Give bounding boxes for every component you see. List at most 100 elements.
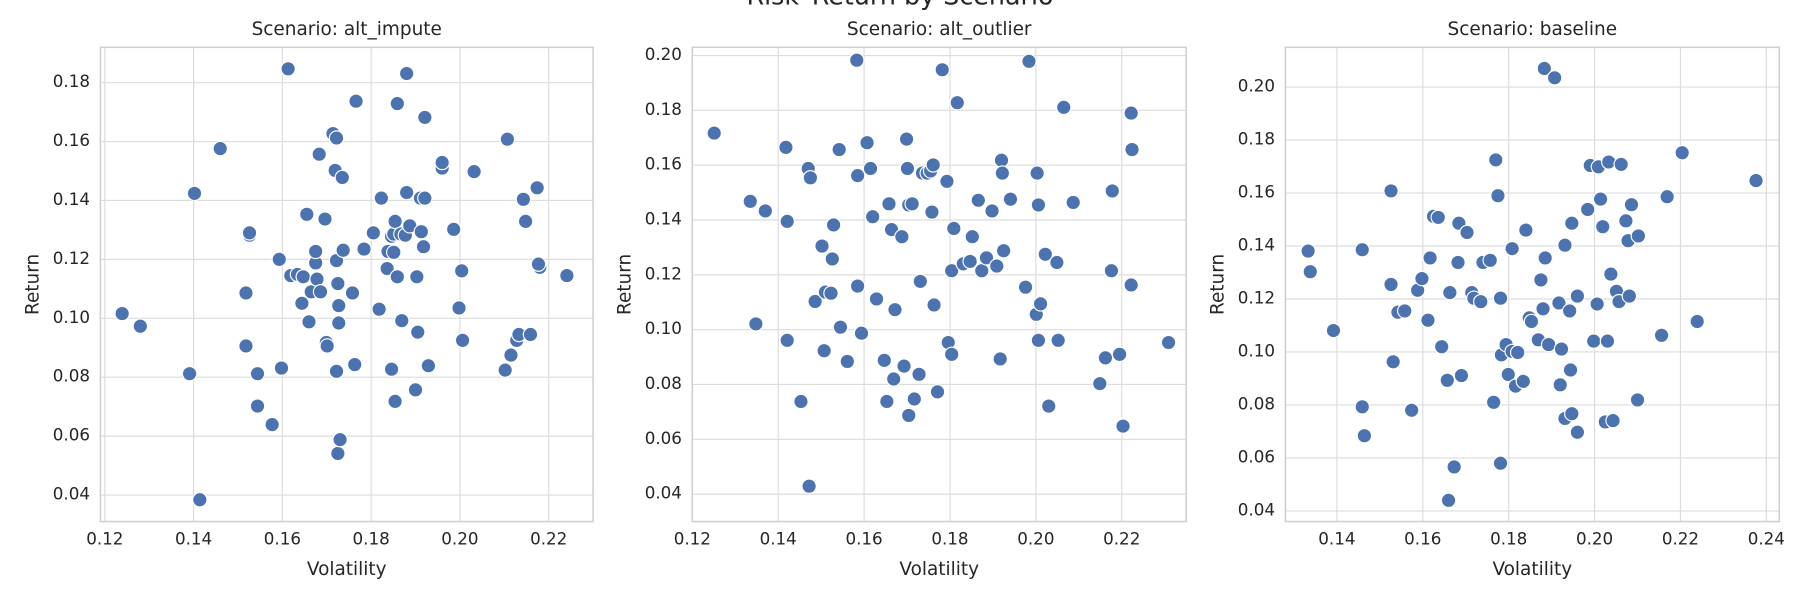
- scatter-point: [389, 269, 406, 285]
- scatter-point: [989, 258, 1005, 274]
- y-tick-label: 0.04: [645, 483, 682, 503]
- y-tick-label: 0.18: [645, 99, 682, 119]
- plot-frame: [99, 46, 594, 523]
- scatter-point: [864, 208, 881, 225]
- scatter-point: [529, 180, 545, 196]
- scatter-point: [1049, 254, 1065, 271]
- scatter-point: [1356, 427, 1373, 444]
- scatter-point: [1056, 99, 1072, 116]
- scatter-point: [946, 220, 962, 237]
- plot-frame: [1284, 46, 1780, 523]
- scatter-point: [1123, 105, 1139, 121]
- scatter-point: [1097, 350, 1114, 366]
- scatter-point: [522, 326, 539, 343]
- scatter-point: [445, 221, 462, 238]
- scatter-point: [328, 363, 345, 380]
- x-tick-label: 0.24: [1748, 529, 1785, 549]
- y-tick-label: 0.04: [53, 484, 90, 504]
- scatter-point: [1500, 366, 1516, 383]
- x-tick-label: 0.12: [674, 529, 711, 549]
- y-tick-label: 0.14: [645, 209, 682, 229]
- scatter-point: [1562, 362, 1579, 378]
- scatter-point: [365, 225, 382, 241]
- scatter-point: [319, 338, 335, 354]
- scatter-point: [434, 154, 450, 171]
- scatter-point: [312, 284, 329, 300]
- scatter-point: [832, 319, 849, 335]
- x-tick-label: 0.14: [1318, 529, 1355, 549]
- scatter-point: [962, 253, 978, 270]
- scatter-point: [1354, 399, 1370, 415]
- scatter-point: [1032, 296, 1049, 312]
- y-tick-label: 0.10: [1238, 340, 1275, 360]
- scatter-point: [1050, 332, 1066, 349]
- scatter-point: [801, 478, 817, 494]
- scatter-point: [241, 225, 258, 241]
- scatter-point: [454, 332, 471, 349]
- x-tick-label: 0.14: [760, 529, 797, 549]
- scatter-point: [1629, 392, 1646, 408]
- scatter-point: [334, 169, 351, 186]
- scatter-point: [417, 190, 433, 206]
- y-tick-label: 0.10: [53, 307, 90, 327]
- y-tick-label: 0.14: [1238, 235, 1275, 255]
- scatter-point: [949, 94, 965, 111]
- scatter-point: [984, 203, 1000, 219]
- panel-title: Scenario: alt_impute: [252, 19, 442, 40]
- scatter-point: [1433, 338, 1450, 355]
- scatter-point: [330, 275, 346, 292]
- scatter-point: [398, 184, 415, 201]
- scatter-point: [1482, 252, 1498, 269]
- scatter-point: [330, 445, 346, 462]
- x-tick-label: 0.16: [1404, 529, 1441, 549]
- scatter-point: [896, 358, 912, 374]
- scatter-point: [779, 332, 795, 349]
- scatter-point: [1354, 241, 1370, 258]
- scatter-point: [862, 160, 879, 177]
- y-tick-label: 0.18: [1238, 129, 1275, 149]
- scatter-point: [1674, 145, 1690, 161]
- scatter-point: [807, 293, 823, 310]
- scatter-point: [904, 196, 920, 212]
- scatter-point: [331, 315, 347, 331]
- x-tick-label: 0.12: [86, 529, 123, 549]
- scatter-point: [515, 191, 532, 208]
- scatter-point: [1383, 183, 1399, 199]
- scatter-point: [348, 93, 364, 109]
- scatter-point: [295, 269, 311, 285]
- scatter-point: [1414, 270, 1430, 287]
- scatter-point: [1537, 250, 1553, 266]
- x-tick-label: 0.20: [441, 529, 478, 549]
- scatter-point: [853, 325, 870, 341]
- scatter-point: [383, 361, 400, 377]
- scatter-point: [1422, 250, 1438, 266]
- panel: 0.12 0.14 0.16 0.18 0.20 0.22 0.04 0.06 0.08 0.10…: [22, 19, 594, 580]
- scatter-point: [943, 262, 960, 279]
- scatter-point: [356, 241, 372, 257]
- scatter-point: [420, 357, 437, 374]
- scatter-point: [331, 297, 347, 314]
- scatter-point: [311, 146, 327, 162]
- scatter-point: [1504, 240, 1520, 257]
- panel-title: Scenario: alt_outlier: [847, 19, 1032, 40]
- scatter-point: [379, 260, 395, 277]
- scatter-point: [530, 256, 547, 272]
- scatter-point: [1485, 394, 1502, 411]
- scatter-point: [1552, 377, 1568, 393]
- scatter-point: [911, 366, 927, 383]
- scatter-point: [1397, 303, 1413, 319]
- scatter-point: [559, 267, 575, 284]
- scatter-point: [387, 213, 403, 230]
- x-tick-label: 0.22: [530, 529, 567, 549]
- scatter-point: [1601, 154, 1617, 170]
- y-tick-label: 0.18: [53, 71, 90, 91]
- scatter-point: [280, 61, 296, 77]
- scatter-point: [1446, 459, 1462, 475]
- scatter-point: [1518, 222, 1534, 238]
- scatter-point: [299, 206, 315, 223]
- y-axis-label: Return: [1207, 254, 1228, 315]
- scatter-point: [814, 238, 830, 254]
- scatter-point: [1123, 277, 1139, 293]
- scatter-point: [970, 192, 987, 208]
